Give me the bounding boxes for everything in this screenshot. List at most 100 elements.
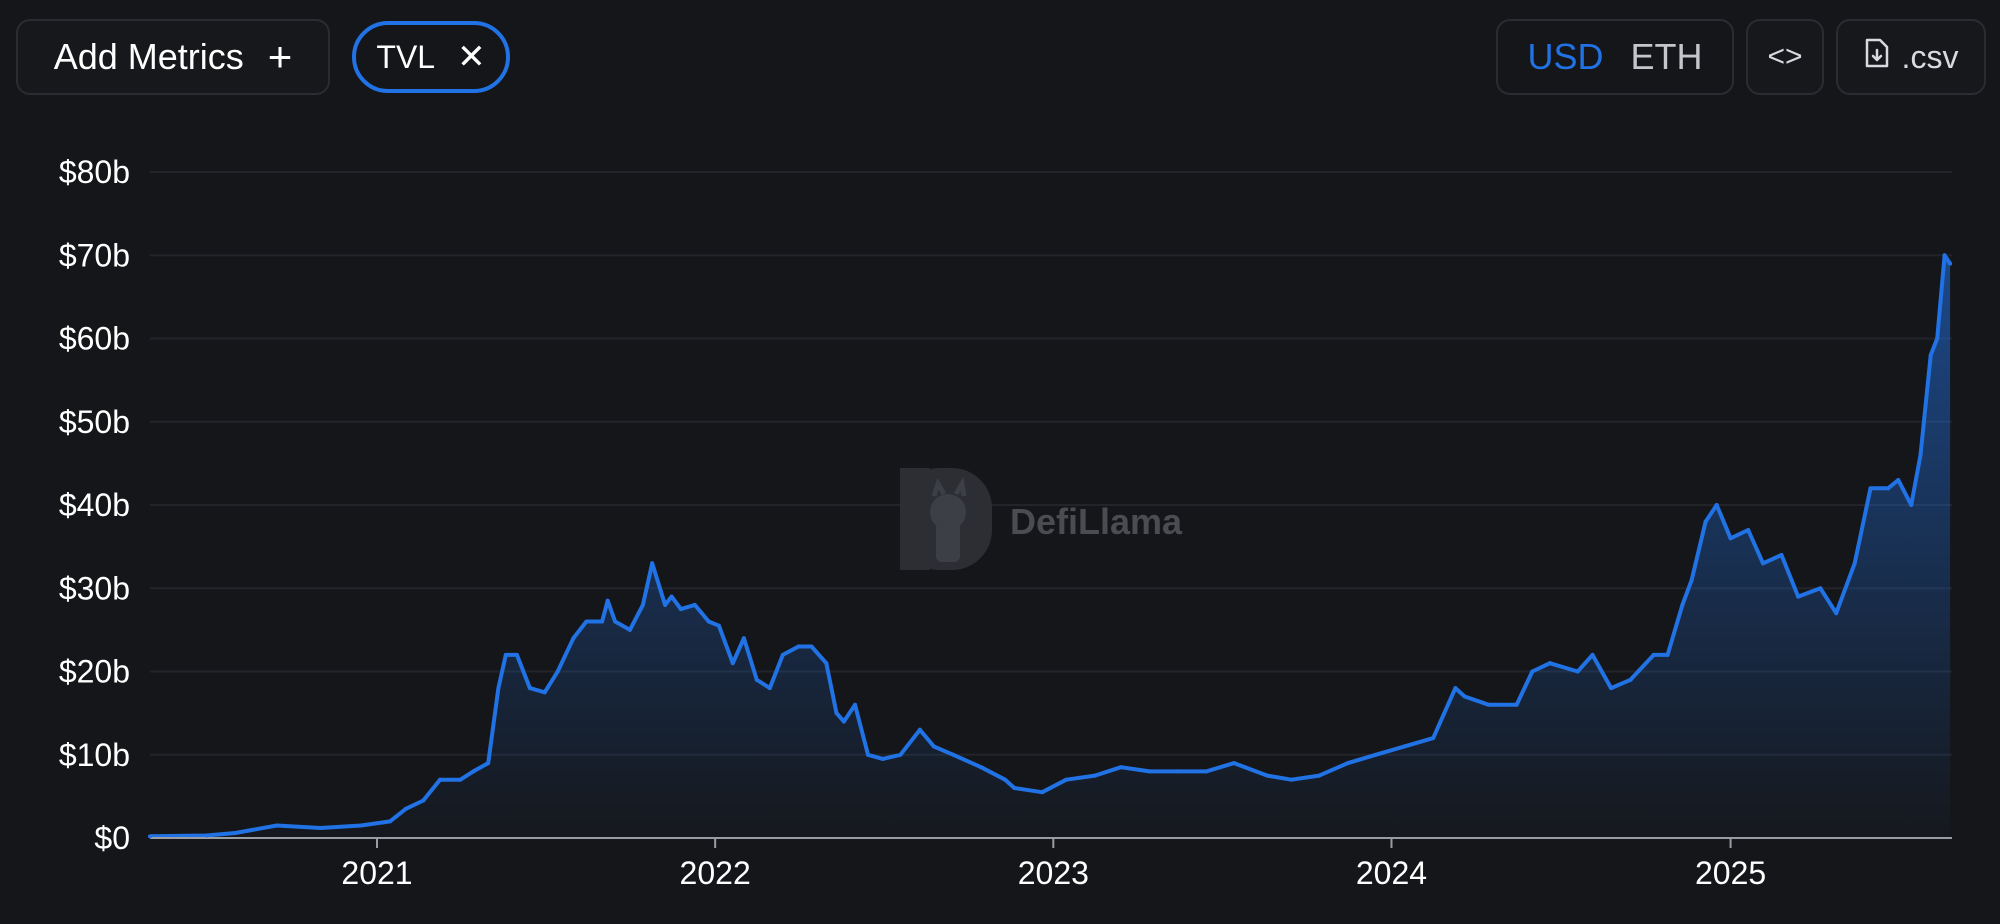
close-icon[interactable]: ✕ <box>457 38 486 76</box>
data-point <box>841 719 846 724</box>
data-point <box>1852 561 1857 566</box>
data-point <box>1628 677 1633 682</box>
data-point <box>754 677 759 682</box>
y-tick-label: $40b <box>59 487 130 523</box>
data-point <box>1918 453 1923 458</box>
data-point <box>1462 694 1467 699</box>
data-point <box>387 819 392 824</box>
y-axis: $0 $10b $20b $30b $40b $50b $60b $70b $80b <box>59 154 130 856</box>
data-point <box>1373 752 1378 757</box>
data-point <box>824 661 829 666</box>
data-point <box>486 761 491 766</box>
data-point <box>503 652 508 657</box>
data-point <box>571 636 576 641</box>
currency-eth-button[interactable]: ETH <box>1630 36 1703 77</box>
data-point <box>1431 736 1436 741</box>
data-point <box>527 686 532 691</box>
data-point <box>780 652 785 657</box>
metric-chip-tvl[interactable]: TVL ✕ <box>352 21 510 93</box>
data-point <box>678 607 683 612</box>
file-download-icon <box>1864 38 1890 76</box>
data-point <box>1040 790 1045 795</box>
data-point <box>1003 777 1008 782</box>
data-point <box>1728 536 1733 541</box>
data-point <box>931 744 936 749</box>
data-point <box>669 594 674 599</box>
data-point <box>1402 744 1407 749</box>
data-point <box>1665 652 1670 657</box>
y-tick-label: $0 <box>94 820 130 856</box>
data-point <box>1935 336 1940 341</box>
data-point <box>1590 652 1595 657</box>
data-point <box>1928 353 1933 358</box>
data-point <box>627 627 632 632</box>
data-point <box>514 652 519 657</box>
y-tick-label: $50b <box>59 404 130 440</box>
data-point <box>359 823 364 828</box>
data-point <box>640 602 645 607</box>
data-point <box>458 777 463 782</box>
y-tick-label: $30b <box>59 570 130 606</box>
data-point <box>1175 769 1180 774</box>
data-point <box>1204 769 1209 774</box>
data-point <box>1942 253 1947 258</box>
data-point <box>692 602 697 607</box>
x-tick-label: 2022 <box>680 855 751 891</box>
x-tick-label: 2023 <box>1018 855 1089 891</box>
watermark: DefiLlama <box>900 468 1183 570</box>
code-icon: <> <box>1767 40 1803 73</box>
data-point <box>1575 669 1580 674</box>
embed-button[interactable]: <> <box>1746 19 1824 95</box>
data-point <box>600 619 605 624</box>
currency-usd-button[interactable]: USD <box>1527 36 1604 77</box>
add-metrics-button[interactable]: Add Metrics + <box>16 19 330 95</box>
x-tick-label: 2024 <box>1356 855 1427 891</box>
data-point <box>853 702 858 707</box>
data-point <box>1345 761 1350 766</box>
data-point <box>1703 519 1708 524</box>
x-tick-label: 2021 <box>341 855 412 891</box>
data-point <box>1689 577 1694 582</box>
data-point <box>1796 594 1801 599</box>
data-point <box>663 602 668 607</box>
data-point <box>1948 261 1953 266</box>
data-point <box>496 686 501 691</box>
data-point <box>1651 652 1656 657</box>
data-points <box>148 253 1953 839</box>
data-point <box>584 619 589 624</box>
data-point <box>148 834 152 839</box>
data-point <box>1896 478 1901 483</box>
data-point <box>1760 561 1765 566</box>
data-point <box>1530 669 1535 674</box>
data-point <box>1886 486 1891 491</box>
data-point <box>979 765 984 770</box>
data-point <box>1317 773 1322 778</box>
data-point <box>880 756 885 761</box>
csv-label: .csv <box>1901 38 1959 75</box>
data-point <box>1834 611 1839 616</box>
watermark-text: DefiLlama <box>1010 501 1183 542</box>
data-point <box>809 644 814 649</box>
data-point <box>1265 773 1270 778</box>
data-point <box>1680 602 1685 607</box>
y-tick-label: $80b <box>59 154 130 190</box>
llama-logo-icon <box>900 468 992 570</box>
data-point <box>204 833 209 838</box>
data-point <box>1486 702 1491 707</box>
data-point <box>542 690 547 695</box>
data-point <box>898 752 903 757</box>
data-point <box>730 661 735 666</box>
y-tick-label: $20b <box>59 654 130 690</box>
metric-chip-label: TVL <box>376 38 436 75</box>
data-point <box>741 636 746 641</box>
csv-download-button[interactable]: .csv <box>1836 19 1986 95</box>
data-point <box>917 727 922 732</box>
data-point <box>437 777 442 782</box>
y-tick-label: $10b <box>59 737 130 773</box>
data-point <box>1746 527 1751 532</box>
y-tick-label: $70b <box>59 237 130 273</box>
data-point <box>767 686 772 691</box>
data-point <box>1093 773 1098 778</box>
data-point <box>555 669 560 674</box>
